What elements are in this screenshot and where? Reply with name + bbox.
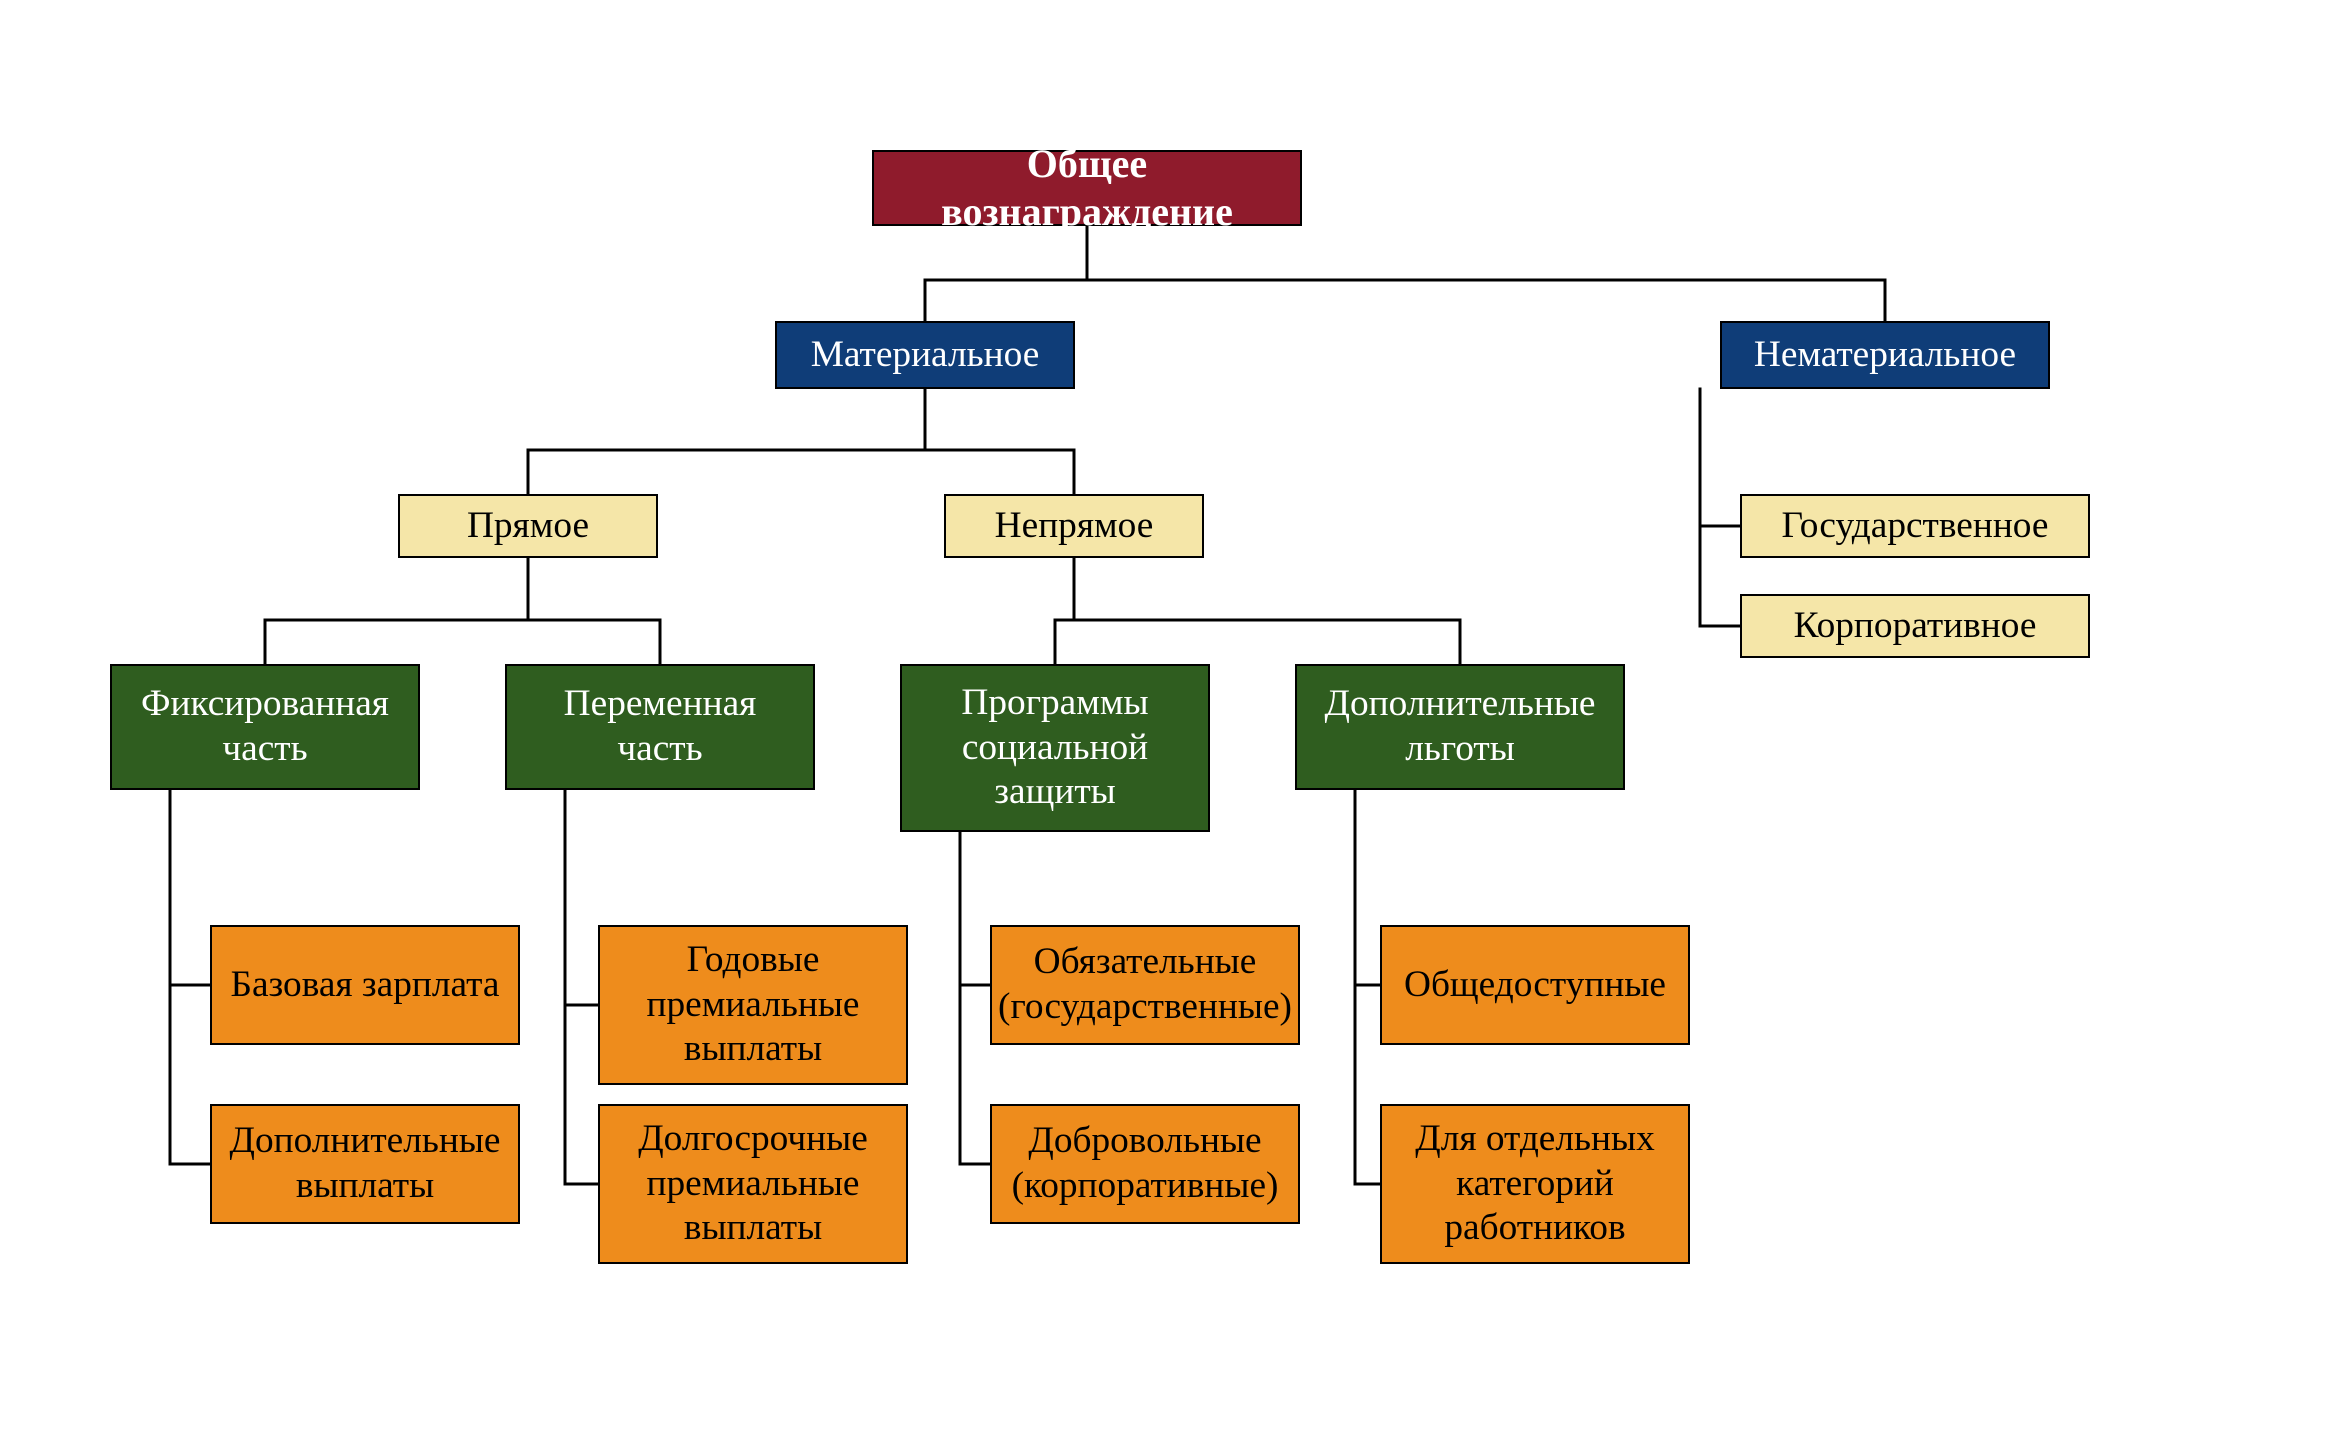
node-benefits: Дополнительные льготы bbox=[1295, 664, 1625, 790]
node-social: Программы социальной защиты bbox=[900, 664, 1210, 832]
node-material: Материальное bbox=[775, 321, 1075, 389]
node-corp: Корпоративное bbox=[1740, 594, 2090, 658]
node-fixed: Фиксированная часть bbox=[110, 664, 420, 790]
node-gov: Государственное bbox=[1740, 494, 2090, 558]
node-forcat: Для отдельных категорий работников bbox=[1380, 1104, 1690, 1264]
node-longterm: Долгосрочные премиальные выплаты bbox=[598, 1104, 908, 1264]
node-direct: Прямое bbox=[398, 494, 658, 558]
node-extra: Дополнительные выплаты bbox=[210, 1104, 520, 1224]
node-root: Общее вознаграждение bbox=[872, 150, 1302, 226]
node-voluntary: Добровольные (корпоративные) bbox=[990, 1104, 1300, 1224]
node-nonmaterial: Нематериальное bbox=[1720, 321, 2050, 389]
node-annual: Годовые премиальные выплаты bbox=[598, 925, 908, 1085]
node-common: Общедоступные bbox=[1380, 925, 1690, 1045]
node-indirect: Непрямое bbox=[944, 494, 1204, 558]
node-mandatory: Обязательные (государственные) bbox=[990, 925, 1300, 1045]
node-base: Базовая зарплата bbox=[210, 925, 520, 1045]
node-variable: Переменная часть bbox=[505, 664, 815, 790]
diagram-canvas: Общее вознаграждение Материальное Нематери… bbox=[0, 0, 2325, 1431]
